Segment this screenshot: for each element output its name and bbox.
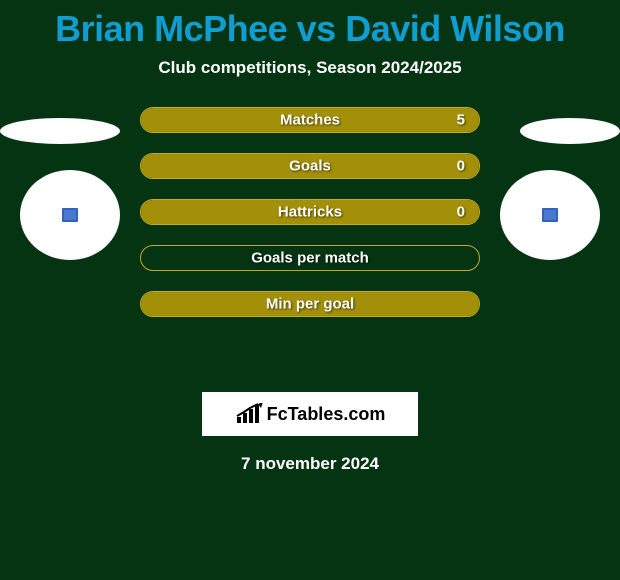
- stat-bar-goals: Goals 0: [140, 153, 480, 179]
- stat-label: Goals: [141, 158, 479, 175]
- player-right-badge: [500, 170, 600, 260]
- stat-value: 0: [457, 204, 465, 221]
- stat-label: Min per goal: [141, 296, 479, 313]
- player-right-oval: [520, 118, 620, 144]
- stat-bar-goals-per-match: Goals per match: [140, 245, 480, 271]
- stat-bar-min-per-goal: Min per goal: [140, 291, 480, 317]
- player-left-oval: [0, 118, 120, 144]
- stat-label: Goals per match: [141, 250, 479, 267]
- team-icon: [542, 208, 558, 222]
- team-icon: [62, 208, 78, 222]
- date-label: 7 november 2024: [0, 454, 620, 474]
- player-left-badge: [20, 170, 120, 260]
- stat-bar-hattricks: Hattricks 0: [140, 199, 480, 225]
- stat-bar-matches: Matches 5: [140, 107, 480, 133]
- stat-value: 5: [457, 112, 465, 129]
- stat-bars: Matches 5 Goals 0 Hattricks 0 Goals per …: [140, 107, 480, 337]
- comparison-arena: Matches 5 Goals 0 Hattricks 0 Goals per …: [0, 118, 620, 378]
- logo-chart-icon: [235, 403, 265, 425]
- subtitle: Club competitions, Season 2024/2025: [0, 58, 620, 78]
- stat-label: Matches: [141, 112, 479, 129]
- logo-text: FcTables.com: [267, 404, 386, 425]
- stat-value: 0: [457, 158, 465, 175]
- logo-box: FcTables.com: [202, 392, 418, 436]
- page-title: Brian McPhee vs David Wilson: [0, 0, 620, 50]
- stat-label: Hattricks: [141, 204, 479, 221]
